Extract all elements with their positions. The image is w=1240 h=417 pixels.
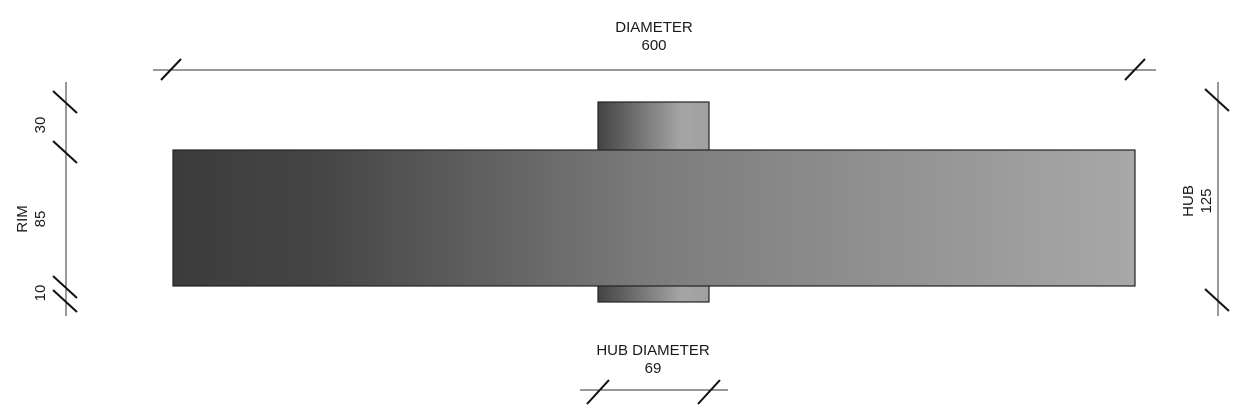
- diameter-label: DIAMETER: [615, 19, 693, 36]
- rim-dimension: 30 RIM 85 10: [14, 82, 78, 316]
- hub-diameter-label: HUB DIAMETER: [596, 342, 710, 359]
- rim-value: 85: [32, 211, 49, 228]
- rim-label: RIM: [14, 205, 31, 233]
- hub-dimension: HUB 125: [1180, 82, 1230, 316]
- diameter-value: 600: [641, 37, 666, 54]
- hub-diameter-dimension: HUB DIAMETER 69: [580, 342, 728, 405]
- hub-label: HUB: [1180, 185, 1197, 217]
- hub-value: 125: [1198, 188, 1215, 213]
- hub-diameter-value: 69: [645, 360, 662, 377]
- bottom-offset-value: 10: [32, 285, 49, 302]
- top-offset-value: 30: [32, 117, 49, 134]
- diameter-dimension: DIAMETER 600: [153, 19, 1156, 81]
- rim-body: [172, 149, 1136, 287]
